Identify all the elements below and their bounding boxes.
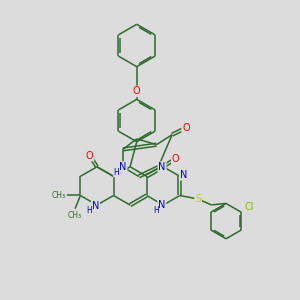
Text: N: N xyxy=(92,201,99,211)
Text: H: H xyxy=(87,206,92,215)
Text: O: O xyxy=(182,123,190,133)
Text: O: O xyxy=(86,151,93,160)
Text: H: H xyxy=(153,206,159,215)
Text: N: N xyxy=(119,162,127,172)
Text: Cl: Cl xyxy=(245,202,254,212)
Text: CH₃: CH₃ xyxy=(68,211,82,220)
Text: S: S xyxy=(195,194,201,204)
Text: N: N xyxy=(158,162,166,172)
Text: H: H xyxy=(114,168,119,177)
Text: O: O xyxy=(172,154,179,164)
Text: O: O xyxy=(133,86,141,96)
Text: CH₃: CH₃ xyxy=(52,191,66,200)
Text: N: N xyxy=(180,170,187,180)
Text: N: N xyxy=(158,200,166,210)
